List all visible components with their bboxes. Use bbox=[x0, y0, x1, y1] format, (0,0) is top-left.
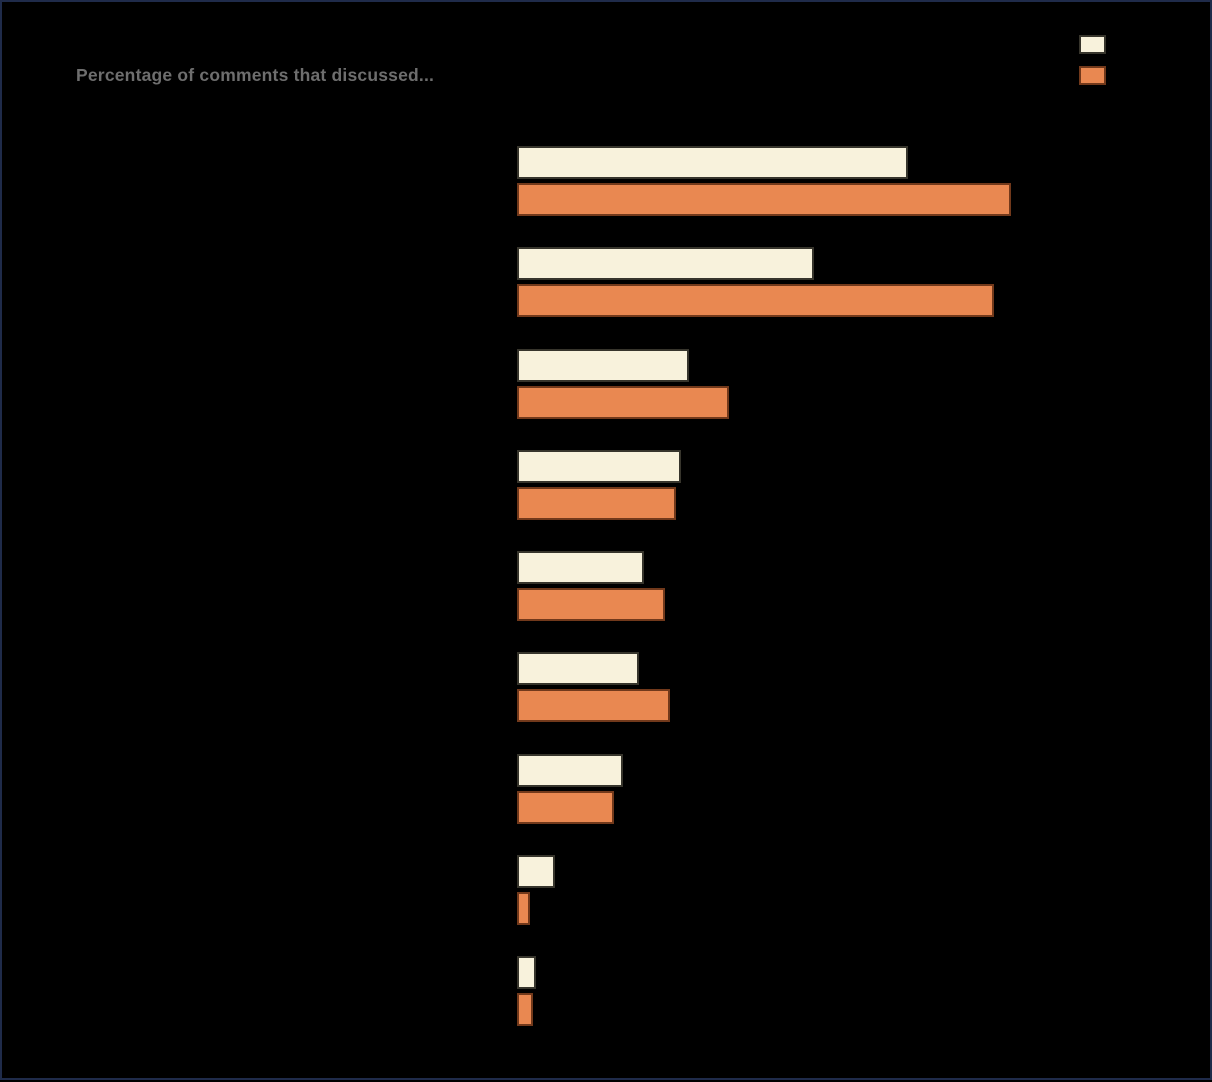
bar-row7-series2 bbox=[517, 791, 614, 824]
legend-swatch-series2 bbox=[1079, 66, 1106, 85]
bar-row9-series1 bbox=[517, 956, 536, 989]
legend-swatch-series1 bbox=[1079, 35, 1106, 54]
bar-row8-series2 bbox=[517, 892, 530, 925]
bar-row9-series2 bbox=[517, 993, 533, 1026]
bar-row7-series1 bbox=[517, 754, 623, 787]
bar-row1-series1 bbox=[517, 146, 908, 179]
bar-row2-series1 bbox=[517, 247, 814, 280]
bar-row1-series2 bbox=[517, 183, 1011, 216]
bar-row5-series2 bbox=[517, 588, 665, 621]
bar-row2-series2 bbox=[517, 284, 994, 317]
bar-row3-series2 bbox=[517, 386, 729, 419]
bar-row4-series2 bbox=[517, 487, 676, 520]
bar-row6-series2 bbox=[517, 689, 670, 722]
bar-row6-series1 bbox=[517, 652, 639, 685]
bar-row4-series1 bbox=[517, 450, 681, 483]
bar-row8-series1 bbox=[517, 855, 555, 888]
bar-row3-series1 bbox=[517, 349, 689, 382]
chart-subtitle: Percentage of comments that discussed... bbox=[76, 65, 435, 85]
bar-row5-series1 bbox=[517, 551, 644, 584]
